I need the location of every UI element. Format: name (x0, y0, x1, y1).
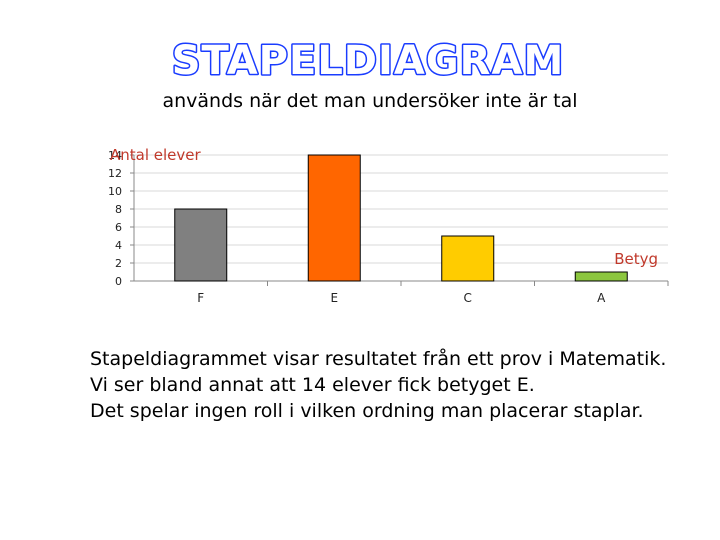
bar (307, 154, 361, 282)
x-tick-label: A (597, 291, 606, 305)
body-line: Stapeldiagrammet visar resultatet från e… (90, 348, 667, 370)
slide-body: Stapeldiagrammet visar resultatet från e… (90, 346, 710, 424)
body-line: Vi ser bland annat att 14 elever fick be… (90, 374, 535, 396)
y-tick-label: 12 (108, 167, 122, 180)
bar (441, 235, 495, 282)
x-tick-label: C (464, 291, 472, 305)
x-axis-title: Betyg (614, 250, 658, 268)
y-tick-label: 0 (115, 275, 122, 288)
y-axis-title: Antal elever (110, 146, 202, 164)
bar (174, 208, 228, 282)
slide-title: STAPELDIAGRAM (172, 38, 565, 84)
y-tick-label: 2 (115, 257, 122, 270)
body-line: Det spelar ingen roll i vilken ordning m… (90, 400, 644, 422)
y-tick-label: 14 (108, 149, 122, 162)
y-tick-label: 10 (108, 185, 122, 198)
x-tick-label: F (197, 291, 204, 305)
y-tick-label: 4 (115, 239, 122, 252)
y-tick-label: 6 (115, 221, 122, 234)
slide-title-graphic: STAPELDIAGRAM (170, 37, 565, 86)
x-tick-label: E (330, 291, 338, 305)
slide-subtitle: används när det man undersöker inte är t… (162, 90, 578, 112)
bar (574, 271, 628, 282)
bar-chart: 0 2 4 6 8 10 12 14 F E C A Antal elever Betyg (108, 146, 669, 305)
y-tick-label: 8 (115, 203, 122, 216)
